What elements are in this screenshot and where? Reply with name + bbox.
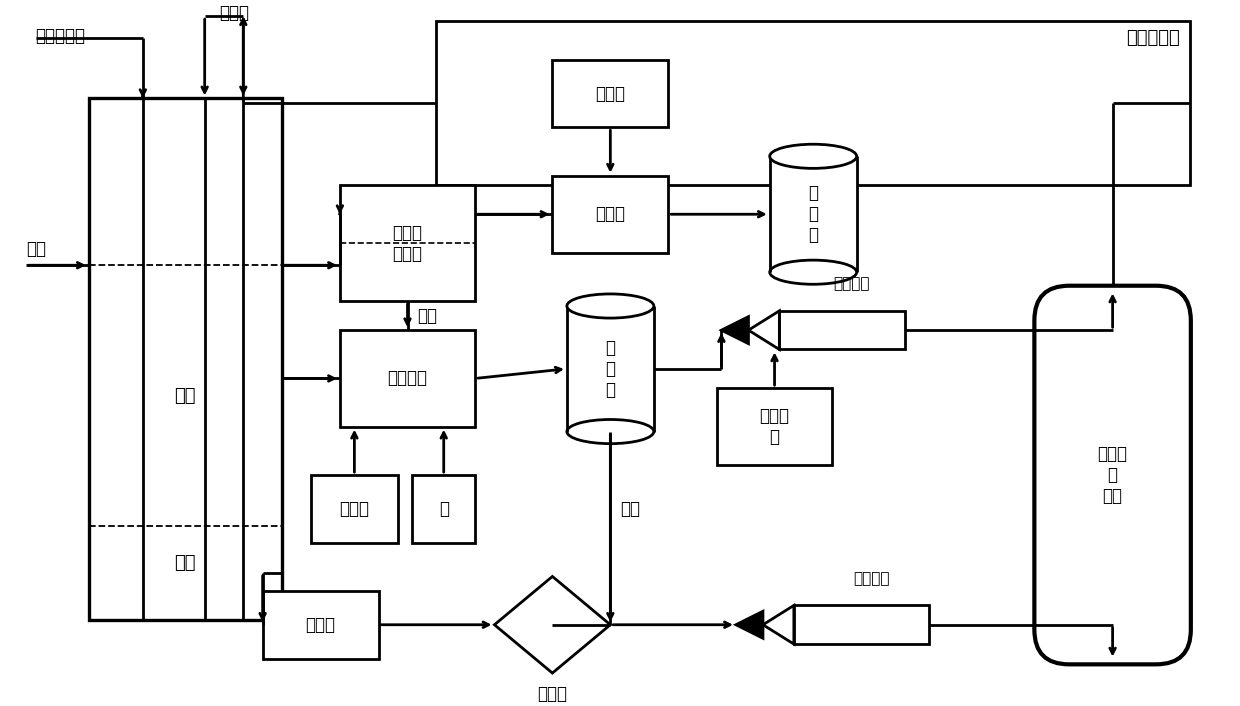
- Text: 废水: 废水: [417, 306, 438, 325]
- Bar: [567, 306, 653, 431]
- Text: 乳化剂: 乳化剂: [595, 85, 625, 102]
- Bar: [552, 176, 668, 253]
- Bar: [340, 330, 475, 426]
- Ellipse shape: [567, 419, 653, 443]
- Polygon shape: [763, 606, 794, 644]
- Ellipse shape: [770, 260, 857, 285]
- Text: 废水: 废水: [175, 387, 196, 405]
- Text: 煤: 煤: [439, 500, 449, 517]
- FancyBboxPatch shape: [1034, 286, 1190, 664]
- Bar: [552, 60, 668, 127]
- Polygon shape: [735, 611, 763, 638]
- Polygon shape: [749, 311, 780, 349]
- Text: 絮凝剂: 絮凝剂: [219, 4, 249, 23]
- Text: 气化炉废水: 气化炉废水: [1126, 29, 1180, 47]
- Text: 雾化介
质: 雾化介 质: [760, 407, 790, 446]
- Bar: [340, 185, 475, 301]
- Text: 气化炉
或
锅炉: 气化炉 或 锅炉: [1097, 445, 1127, 505]
- Bar: [436, 21, 1190, 185]
- Text: 残渣: 残渣: [620, 500, 640, 517]
- Text: 储
浆
罐: 储 浆 罐: [605, 339, 615, 399]
- Text: 过滤器: 过滤器: [537, 685, 568, 702]
- Bar: [311, 475, 398, 543]
- Bar: [770, 156, 857, 273]
- Text: 油水分
离装置: 油水分 离装置: [393, 224, 423, 263]
- Text: 污泥: 污泥: [175, 554, 196, 573]
- Polygon shape: [495, 577, 610, 673]
- Polygon shape: [722, 316, 749, 344]
- Text: 煤转化废水: 煤转化废水: [36, 27, 86, 44]
- Bar: [780, 311, 905, 349]
- Text: 机械喷嘴: 机械喷嘴: [853, 571, 889, 586]
- Text: 储
油
罐: 储 油 罐: [808, 184, 818, 244]
- Bar: [794, 606, 929, 644]
- Ellipse shape: [770, 144, 857, 168]
- Text: 气力喷嘴: 气力喷嘴: [833, 277, 870, 292]
- Bar: [717, 388, 832, 465]
- Bar: [89, 98, 281, 620]
- Ellipse shape: [567, 294, 653, 318]
- Text: 乳化罐: 乳化罐: [595, 205, 625, 223]
- Text: 添加剂: 添加剂: [340, 500, 370, 517]
- Text: 废油: 废油: [26, 239, 46, 258]
- Text: 制浆装置: 制浆装置: [388, 369, 428, 388]
- Text: 搅拌罐: 搅拌罐: [305, 616, 336, 634]
- Bar: [263, 591, 378, 659]
- Bar: [413, 475, 475, 543]
